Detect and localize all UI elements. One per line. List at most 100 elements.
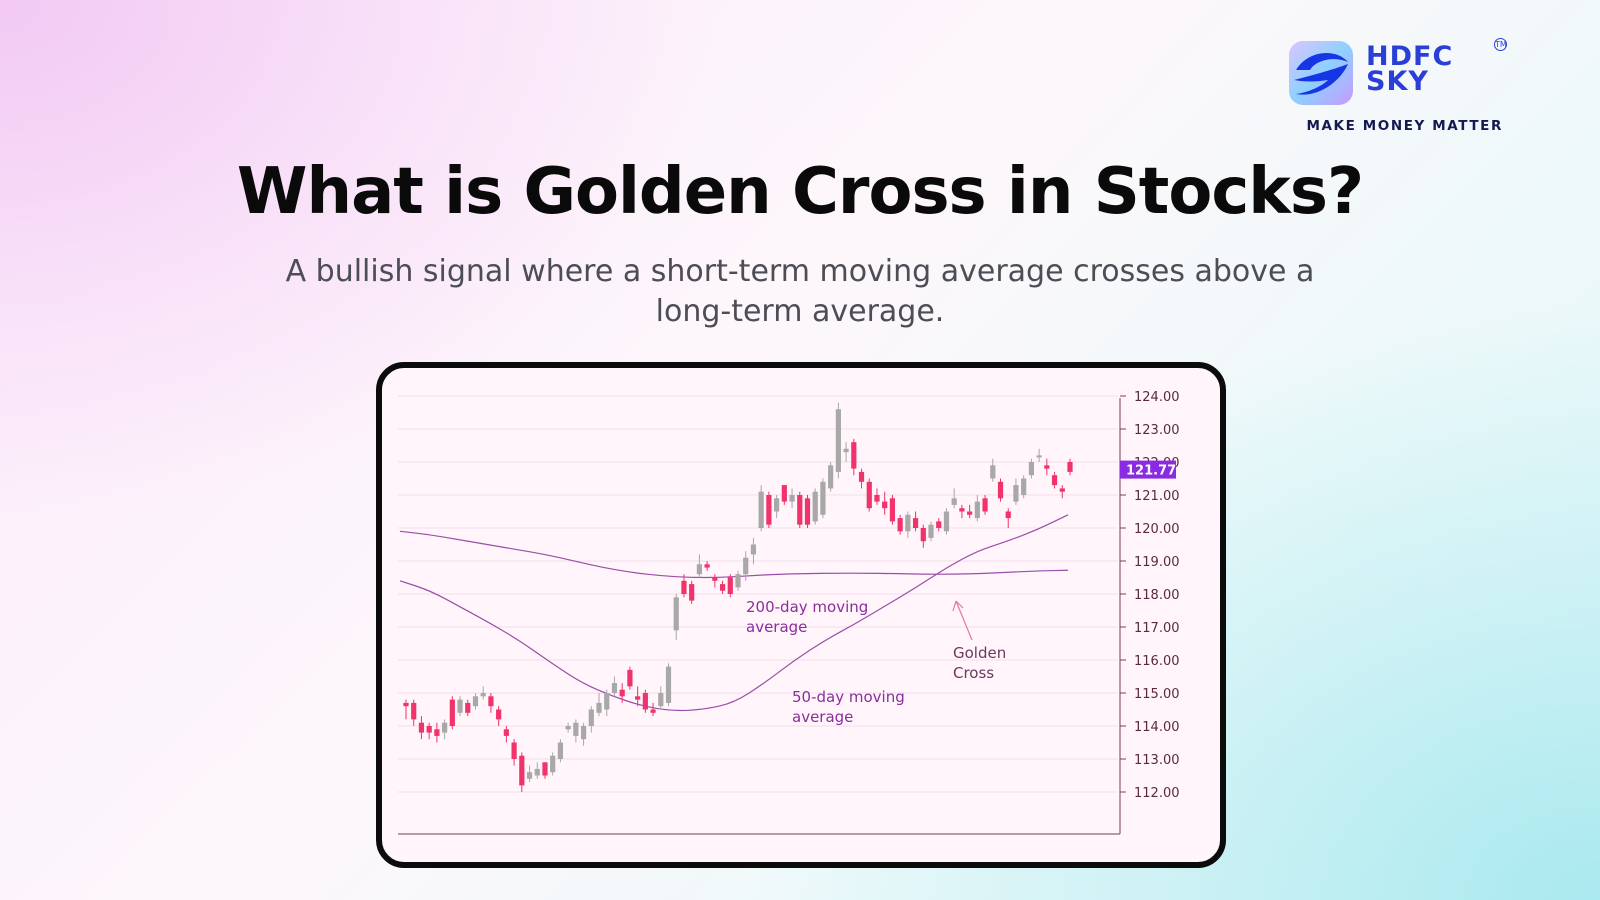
hdfc-sky-logo: HDFC SKY TM (1288, 38, 1507, 138)
candle-down (650, 709, 656, 713)
candle-up (580, 726, 587, 740)
candle-up (557, 742, 564, 759)
candle-down (511, 742, 517, 759)
candle-up (812, 491, 818, 522)
candle-down (920, 528, 926, 542)
trademark-symbol: TM (1494, 38, 1507, 51)
candle-down (704, 564, 710, 568)
candle-down (797, 495, 803, 525)
candle-down (997, 481, 1004, 499)
candle-down (982, 498, 988, 512)
candle-up (665, 666, 672, 703)
ma-200-annotation: average (746, 618, 807, 636)
candle-up (1021, 478, 1027, 495)
candle-down (712, 577, 718, 581)
ma-50-annotation: 50-day moving (792, 688, 905, 706)
candle-up (951, 498, 957, 505)
candle-down (882, 501, 888, 509)
candle-up (534, 768, 540, 776)
y-tick-label: 117.00 (1134, 621, 1180, 636)
candle-down (874, 495, 880, 502)
candle-up (758, 491, 764, 528)
candle-down (635, 696, 641, 700)
ma-200-line (399, 530, 1069, 579)
candle-up (1036, 455, 1042, 458)
y-tick-label: 123.00 (1134, 423, 1180, 438)
candle-up (974, 501, 980, 519)
candle-down (488, 696, 494, 707)
chart-card: 124.00123.00122.00121.00120.00119.00118.… (376, 362, 1226, 868)
candle-down (851, 442, 857, 469)
candle-up (774, 498, 780, 512)
candle-down (418, 722, 425, 733)
candle-down (912, 518, 919, 528)
candle-down (959, 508, 965, 512)
y-tick-label: 115.00 (1134, 687, 1180, 702)
candle-up (750, 544, 757, 555)
candle-down (1005, 511, 1011, 519)
candle-down (897, 518, 903, 532)
candle-down (465, 702, 471, 713)
golden-cross-annotation: Cross (953, 664, 994, 682)
y-tick-label: 119.00 (1134, 555, 1180, 570)
candle-down (449, 699, 455, 726)
y-tick-label: 118.00 (1134, 588, 1180, 603)
price-tag-label: 121.77 (1126, 464, 1176, 479)
candle-up (526, 772, 533, 779)
candle-up (480, 693, 486, 697)
candle-up (673, 597, 679, 631)
candle-down (681, 580, 687, 594)
candle-up (828, 465, 834, 489)
candle-down (1051, 475, 1058, 486)
candle-up (905, 514, 911, 532)
candle-up (928, 524, 934, 538)
candle-down (403, 702, 409, 707)
candle-up (596, 702, 602, 713)
candle-down (1059, 488, 1065, 492)
candle-down (858, 471, 865, 482)
y-tick-label: 113.00 (1134, 753, 1180, 768)
ma-200-annotation: 200-day moving (746, 598, 868, 616)
candle-up (1028, 462, 1034, 476)
price-tag (1120, 460, 1176, 479)
candle-down (967, 511, 973, 515)
candle-down (542, 762, 548, 776)
y-tick-label: 116.00 (1134, 654, 1180, 669)
golden-cross-arrowhead (952, 600, 964, 612)
candle-up (743, 557, 749, 575)
candle-up (735, 574, 741, 588)
candle-down (434, 729, 440, 736)
candle-up (1013, 485, 1019, 502)
candle-down (642, 693, 648, 710)
candle-down (727, 577, 733, 594)
logo-wordmark: HDFC SKY (1366, 41, 1454, 97)
ma-50-line (399, 514, 1069, 712)
candle-up (658, 693, 664, 707)
golden-cross-annotation: Golden (953, 644, 1006, 662)
candle-up (789, 495, 795, 502)
candle-down (936, 521, 942, 528)
candle-down (519, 755, 525, 786)
candle-up (588, 709, 594, 726)
candle-up (835, 409, 841, 472)
candle-down (1044, 465, 1050, 469)
golden-cross-arrow (955, 600, 973, 641)
page-title: What is Golden Cross in Stocks? (236, 155, 1364, 229)
candle-down (496, 709, 502, 720)
y-tick-label: 120.00 (1134, 522, 1180, 537)
ma-50-annotation: average (792, 708, 853, 726)
page-subtitle: A bullish signal where a short-term movi… (285, 254, 1315, 329)
hdfc-sky-logo-icon (1289, 41, 1353, 105)
logo-tagline: MAKE MONEY MATTER (1306, 118, 1503, 134)
candle-up (943, 511, 950, 532)
y-tick-label: 124.00 (1134, 390, 1180, 405)
candle-down (1067, 462, 1073, 472)
candle-up (565, 726, 571, 730)
y-tick-label: 112.00 (1134, 786, 1180, 801)
candle-down (781, 485, 787, 502)
candle-up (611, 683, 618, 693)
candle-down (627, 669, 633, 687)
candle-up (843, 448, 849, 453)
candle-up (442, 722, 448, 733)
y-tick-label: 114.00 (1134, 720, 1180, 735)
